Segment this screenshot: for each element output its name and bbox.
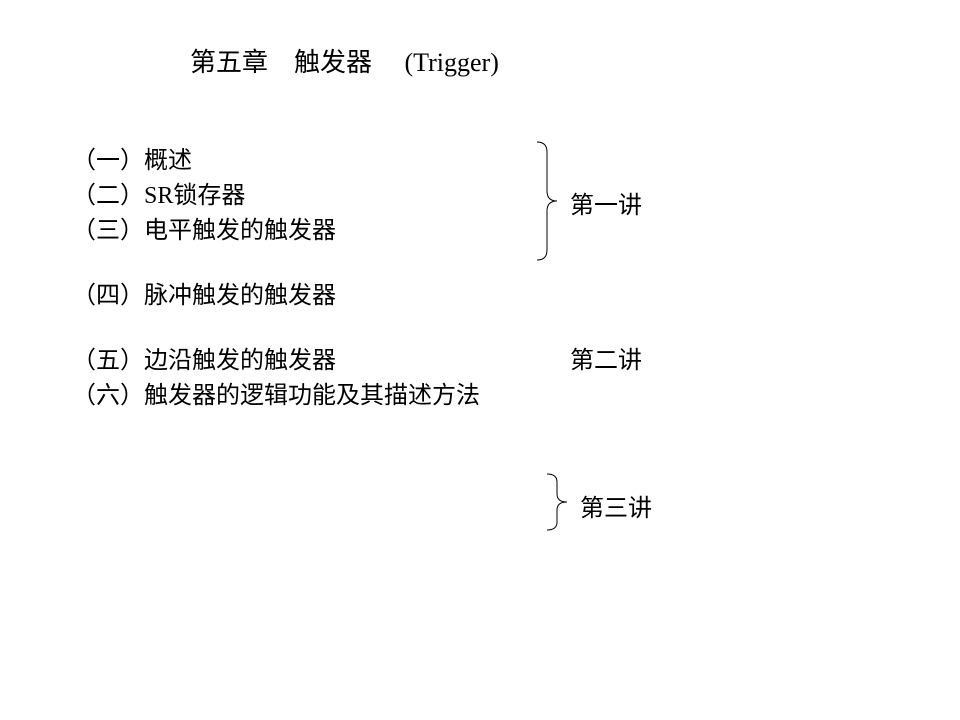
outline-item-edge-trigger: （五）边沿触发的触发器	[72, 340, 336, 375]
outline-item-level-trigger: （三）电平触发的触发器	[72, 210, 336, 245]
lecture-label-2: 第二讲	[570, 340, 642, 375]
lecture-label-1: 第一讲	[570, 185, 642, 220]
bracket-lecture-3	[545, 472, 571, 532]
outline-item-logic-function: （六）触发器的逻辑功能及其描述方法	[72, 375, 480, 410]
chapter-title: 第五章 触发器 (Trigger)	[190, 42, 499, 79]
outline-item-pulse-trigger: （四）脉冲触发的触发器	[72, 275, 336, 310]
outline-item-sr-latch: （二）SR锁存器	[72, 175, 245, 210]
lecture-label-3: 第三讲	[580, 488, 652, 523]
bracket-lecture-1	[535, 140, 561, 262]
outline-item-overview: （一）概述	[72, 140, 192, 175]
